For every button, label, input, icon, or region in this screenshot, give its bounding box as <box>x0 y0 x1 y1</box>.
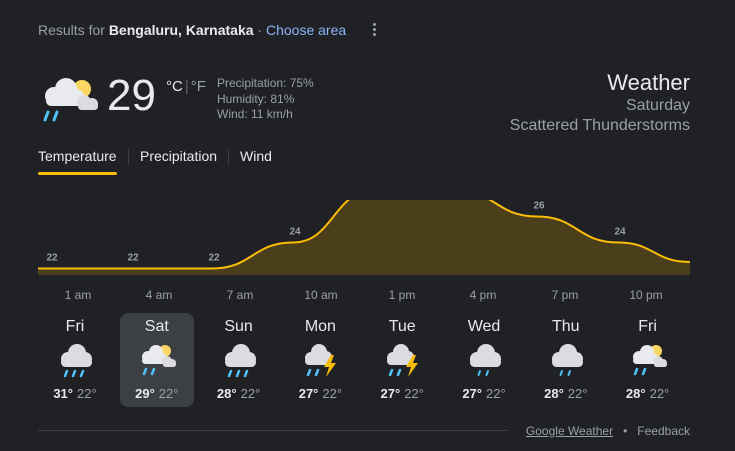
day-thu[interactable]: Thu 28° 22° <box>529 313 603 407</box>
temperature-chart: 2222222428282624 <box>38 200 690 275</box>
day-name: Sun <box>224 318 253 335</box>
day-name: Wed <box>467 318 501 335</box>
low-temp: 22° <box>77 386 97 401</box>
weather-day: Saturday <box>625 97 690 114</box>
day-temps: 27° 22° <box>365 386 439 401</box>
day-name: Tue <box>388 318 416 335</box>
tab-wind[interactable]: Wind <box>240 148 272 164</box>
day-sun[interactable]: Sun 28° 22° <box>202 313 276 407</box>
tab-temperature[interactable]: Temperature <box>38 148 117 164</box>
day-name: Mon <box>304 318 336 335</box>
high-temp: 31° <box>53 386 73 401</box>
time-label: 4 pm <box>469 288 497 302</box>
cloud-sun-rain-icon <box>43 78 98 122</box>
current-details: Precipitation: 75% Humidity: 81% Wind: 1… <box>217 76 314 123</box>
temperature-area <box>38 200 690 275</box>
high-temp: 27° <box>380 386 401 401</box>
unit-fahrenheit[interactable]: °F <box>190 78 206 95</box>
time-label: 1 pm <box>388 288 416 302</box>
precipitation-text: Precipitation: 75% <box>217 76 314 90</box>
day-temps: 31° 22° <box>38 386 112 401</box>
day-mon[interactable]: Mon 27° 22° <box>283 313 357 407</box>
day-temps: 28° 22° <box>529 386 603 401</box>
cloud-sun-rain-icon <box>632 345 667 376</box>
data-label: 22 <box>208 253 220 264</box>
footer-divider <box>38 430 508 431</box>
feedback-link[interactable]: Feedback <box>637 424 690 438</box>
tab-precipitation[interactable]: Precipitation <box>140 148 218 164</box>
high-temp: 29° <box>135 386 155 401</box>
day-name: Sat <box>144 318 169 335</box>
cloud-sun-rain-icon <box>141 345 176 376</box>
time-label: 10 pm <box>629 288 663 302</box>
day-temps: 27° 22° <box>447 386 521 401</box>
footer-dot: • <box>623 424 628 438</box>
thunderstorm-icon <box>387 344 419 377</box>
tab-divider <box>128 149 129 165</box>
unit-celsius[interactable]: °C <box>166 78 183 95</box>
weather-title: Weather <box>607 70 690 95</box>
day-sat[interactable]: Sat 29° 22° <box>119 313 194 407</box>
rain-cloud-icon <box>224 344 256 378</box>
high-temp: 27° <box>462 386 482 401</box>
location-name: Bengaluru, Karnataka <box>108 22 254 38</box>
unit-toggle: °C | °F <box>166 78 206 95</box>
low-temp: 22° <box>322 386 343 401</box>
tab-divider <box>228 149 229 165</box>
day-tue[interactable]: Tue 27° 22° <box>365 313 439 407</box>
results-line: Results for Bengaluru, Karnataka · Choos… <box>38 22 346 38</box>
time-label: 4 am <box>145 288 173 302</box>
data-label: 22 <box>46 253 58 264</box>
day-name: Thu <box>552 318 580 335</box>
more-options-icon[interactable] <box>368 20 380 40</box>
day-wed[interactable]: Wed 27° 22° <box>447 313 521 407</box>
time-label: 7 am <box>226 288 254 302</box>
high-temp: 27° <box>298 386 319 401</box>
data-label: 22 <box>127 253 139 264</box>
time-label: 10 am <box>304 288 338 302</box>
high-temp: 28° <box>216 386 237 401</box>
thunderstorm-icon <box>305 344 337 377</box>
choose-area-link[interactable]: Choose area <box>265 22 347 38</box>
data-label: 24 <box>289 227 301 238</box>
low-temp: 22° <box>404 386 424 401</box>
low-temp: 22° <box>158 386 179 401</box>
low-temp: 22° <box>486 386 506 401</box>
google-weather-link[interactable]: Google Weather <box>525 424 614 438</box>
day-fri[interactable]: Fri 28° 22° <box>611 313 685 407</box>
day-temps: 28° 22° <box>202 386 276 401</box>
weather-condition: Scattered Thunderstorms <box>509 117 690 134</box>
day-temps: 27° 22° <box>283 386 357 401</box>
high-temp: 28° <box>544 386 564 401</box>
weather-summary: Weather Saturday Scattered Thunderstorms <box>510 70 690 136</box>
low-temp: 22° <box>649 386 670 401</box>
data-label: 26 <box>533 201 545 212</box>
current-temperature: 29 <box>107 71 156 120</box>
active-tab-indicator <box>38 172 117 175</box>
day-temps: 28° 22° <box>611 386 685 401</box>
day-name: Fri <box>638 318 657 335</box>
time-label: 7 pm <box>551 288 579 302</box>
rain-cloud-icon <box>61 344 92 378</box>
wind-text: Wind: 11 km/h <box>217 107 293 121</box>
high-temp: 28° <box>625 386 646 401</box>
light-rain-cloud-icon <box>551 344 583 376</box>
day-temps: 29° 22° <box>120 386 194 401</box>
day-name: Fri <box>65 318 85 335</box>
temperature-line <box>38 200 690 270</box>
humidity-text: Humidity: 81% <box>217 91 295 106</box>
low-temp: 22° <box>567 386 588 401</box>
results-prefix: Results for <box>38 22 105 38</box>
low-temp: 22° <box>240 386 261 401</box>
day-fri[interactable]: Fri 31° 22° <box>38 313 112 407</box>
light-rain-cloud-icon <box>470 344 501 376</box>
separator-dot: · <box>257 22 263 38</box>
time-label: 1 am <box>64 288 92 302</box>
footer: Google Weather • Feedback <box>526 424 690 438</box>
data-label: 24 <box>614 227 626 238</box>
